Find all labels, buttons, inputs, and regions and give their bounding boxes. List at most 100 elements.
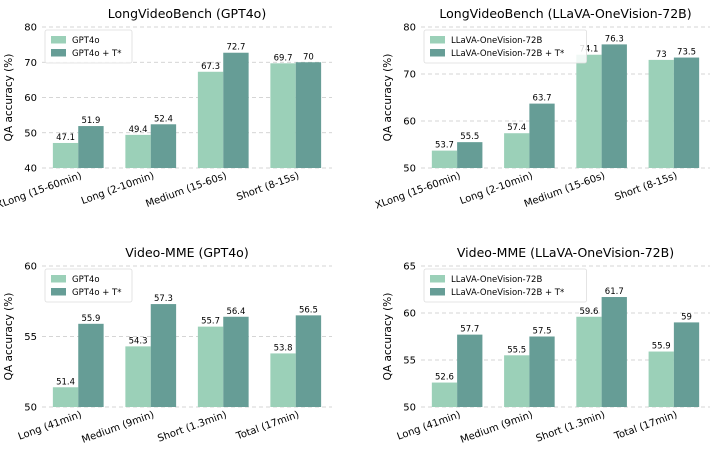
data-label: 70: [303, 52, 314, 62]
bar: [576, 54, 602, 169]
bar: [52, 387, 79, 407]
y-tick-label: 50: [24, 403, 37, 414]
x-tick-label: Total (17min): [612, 409, 679, 442]
legend: [44, 268, 133, 303]
data-label: 47.1: [56, 133, 75, 143]
bar: [52, 142, 79, 168]
y-axis-label: QA accuracy (%): [382, 54, 394, 142]
data-label: 54.3: [129, 336, 148, 346]
bar: [223, 316, 249, 407]
legend-label: LLaVA-OneVision-72B: [451, 36, 542, 46]
bar: [125, 134, 151, 168]
x-tick-label: Short (8-15s): [613, 170, 679, 203]
y-tick-label: 60: [24, 262, 37, 273]
x-tick-label: XLong (15-60min): [0, 170, 83, 211]
y-tick-label: 55: [24, 332, 37, 343]
x-tick-label: Total (17min): [234, 409, 301, 442]
bar: [197, 326, 224, 407]
bar: [270, 353, 296, 407]
legend: [44, 29, 133, 64]
legend-swatch: [430, 275, 445, 283]
x-tick-label: XLong (15-60min): [374, 170, 462, 211]
data-label: 73: [656, 50, 667, 60]
data-label: 57.4: [507, 123, 526, 133]
chart-title: Video-MME (LLaVA-OneVision-72B): [457, 245, 674, 260]
y-tick-label: 50: [403, 164, 416, 175]
data-label: 74.1: [580, 45, 599, 55]
y-tick-label: 80: [24, 23, 37, 34]
legend-label: LLaVA-OneVision-72B + T*: [451, 49, 564, 59]
legend-label: LLaVA-OneVision-72B + T*: [451, 288, 564, 298]
legend-swatch: [430, 36, 445, 44]
bar: [457, 142, 483, 168]
bar: [601, 44, 627, 168]
data-label: 63.7: [533, 94, 552, 104]
x-tick-label: Medium (15-60s): [144, 170, 228, 210]
y-axis-label: QA accuracy (%): [3, 54, 15, 142]
chart-panel-2: LongVideoBench (LLaVA-OneVision-72B) QA a…: [374, 6, 710, 212]
chart-panel-1: LongVideoBench (GPT4o) QA accuracy (%) 40 5…: [0, 6, 332, 212]
chart-title: LongVideoBench (LLaVA-OneVision-72B): [439, 6, 691, 21]
legend-swatch: [430, 49, 445, 57]
x-tick-label: Long (41min): [17, 409, 84, 442]
data-label: 57.3: [154, 294, 173, 304]
bar: [223, 52, 249, 168]
y-tick-label: 80: [403, 23, 416, 34]
bar: [197, 71, 224, 168]
legend-swatch: [51, 288, 66, 296]
data-label: 76.3: [605, 34, 624, 44]
x-tick-label: Short (1.3min): [156, 409, 228, 444]
data-label: 57.5: [533, 327, 552, 337]
y-tick-label: 50: [24, 128, 37, 139]
legend: [423, 268, 588, 303]
bar: [673, 322, 700, 407]
bar: [125, 346, 151, 407]
data-label: 49.4: [129, 125, 148, 135]
data-label: 59.6: [580, 307, 599, 317]
data-label: 67.3: [201, 62, 220, 72]
data-label: 55.9: [652, 342, 671, 352]
data-label: 53.7: [435, 141, 454, 151]
bar: [78, 126, 104, 168]
data-label: 57.7: [460, 325, 479, 335]
chart-panel-3: Video-MME (GPT4o) QA accuracy (%) 50 55 60 51…: [3, 245, 332, 446]
y-tick-label: 55: [403, 356, 416, 367]
chart-title: LongVideoBench (GPT4o): [108, 6, 266, 21]
data-label: 55.5: [507, 345, 526, 355]
data-label: 72.7: [226, 43, 245, 53]
data-label: 51.9: [81, 116, 100, 126]
legend-label: GPT4o + T*: [72, 49, 121, 59]
bar: [504, 355, 530, 407]
bar: [648, 351, 674, 407]
bar: [295, 62, 322, 168]
bar: [601, 297, 627, 407]
bar: [576, 316, 602, 407]
bar: [431, 382, 458, 407]
legend-label: GPT4o: [72, 36, 100, 46]
y-tick-label: 70: [24, 58, 37, 69]
legend-swatch: [51, 49, 66, 57]
x-tick-label: Short (8-15s): [235, 170, 301, 203]
data-label: 53.8: [274, 343, 293, 353]
legend-swatch: [430, 288, 445, 296]
data-label: 56.5: [299, 305, 318, 315]
bar: [673, 57, 700, 168]
data-label: 69.7: [274, 53, 293, 63]
data-label: 55.9: [81, 314, 100, 324]
y-axis-label: QA accuracy (%): [382, 293, 394, 381]
data-label: 55.5: [460, 132, 479, 142]
x-tick-label: Long (41min): [396, 409, 463, 442]
chart-title: Video-MME (GPT4o): [125, 245, 248, 260]
bar: [150, 124, 177, 168]
data-label: 61.7: [605, 287, 624, 297]
data-label: 59: [681, 312, 692, 322]
y-tick-label: 60: [24, 93, 37, 104]
bar: [504, 133, 530, 168]
legend-label: GPT4o: [72, 275, 100, 285]
legend-label: LLaVA-OneVision-72B: [451, 275, 542, 285]
data-label: 52.6: [435, 373, 454, 383]
bar: [457, 334, 483, 407]
data-label: 73.5: [677, 48, 696, 58]
